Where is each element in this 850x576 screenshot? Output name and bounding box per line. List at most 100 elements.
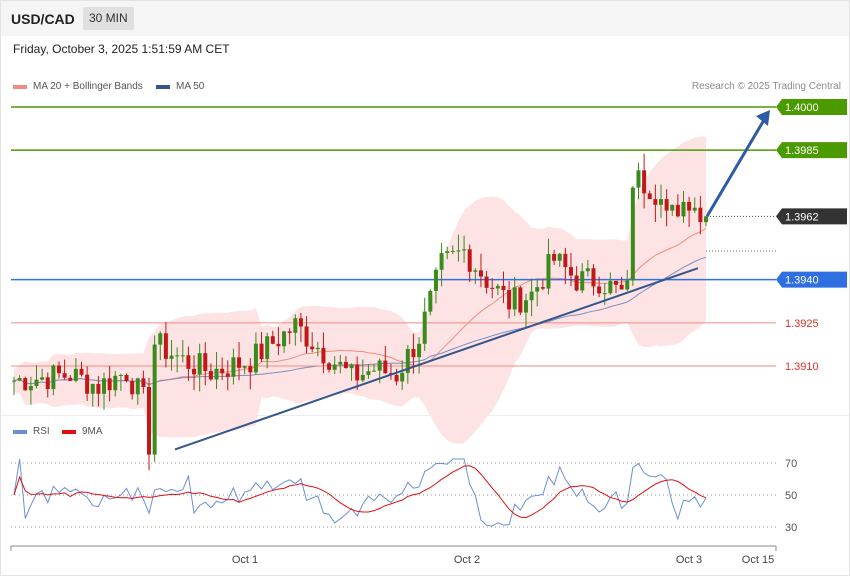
candle-body: [293, 318, 298, 333]
candle-body: [422, 311, 427, 344]
candle-body: [62, 373, 67, 378]
rsi-tick-50: 50: [785, 490, 797, 502]
candle-body: [141, 378, 146, 388]
candle-body: [670, 204, 675, 211]
x-tick-label: Oct 15: [742, 554, 774, 566]
rsi-label: RSI: [33, 426, 50, 437]
candle-body: [462, 249, 467, 251]
candle-body: [338, 361, 343, 365]
candle-body: [574, 275, 579, 291]
candle-body: [315, 347, 320, 350]
candle-body: [557, 253, 562, 261]
forecast-arrow: [705, 119, 766, 218]
panel-separator: [1, 415, 849, 416]
candle-body: [445, 251, 450, 253]
level-tag-bg-1.4000: [776, 98, 847, 115]
x-tick-label: Oct 3: [676, 554, 702, 566]
candle-body: [439, 252, 444, 270]
ma20-label: MA 20 + Bollinger Bands: [33, 81, 143, 92]
candle-body: [304, 326, 309, 347]
candle-body: [518, 287, 523, 313]
candle-body: [124, 375, 129, 382]
candle-body: [79, 368, 84, 375]
candle-body: [135, 378, 140, 395]
rsi-9ma-line: [13, 465, 707, 519]
legend-rsi: RSI: [13, 426, 50, 437]
candle-body: [512, 287, 517, 310]
candle-body: [248, 366, 253, 373]
candle-body: [647, 193, 652, 200]
candle-body: [90, 383, 95, 394]
level-tag-1.3962: 1.3962: [785, 211, 819, 223]
candle-body: [118, 375, 123, 377]
candle-body: [51, 365, 56, 390]
candle-body: [529, 291, 534, 301]
level-tag-1.3925: 1.3925: [785, 318, 819, 330]
ma50-label: MA 50: [176, 81, 205, 92]
candle-body: [220, 368, 225, 374]
candle-body: [287, 331, 292, 333]
candle-body: [310, 346, 315, 350]
candle-body: [692, 207, 697, 211]
candle-body: [265, 336, 270, 360]
candle-body: [417, 343, 422, 358]
candle-body: [675, 204, 680, 217]
ma20-swatch: [13, 84, 27, 89]
candle-body: [540, 287, 545, 289]
candle-body: [580, 271, 585, 291]
rsi-swatch: [13, 429, 27, 434]
candle-body: [73, 368, 78, 381]
bollinger-band: [14, 136, 706, 444]
candle-body: [377, 360, 382, 371]
candle-body: [523, 300, 528, 313]
candle-body: [653, 199, 658, 205]
candle-body: [411, 348, 416, 358]
rsi-tick-30: 30: [785, 522, 797, 534]
candle-body: [270, 336, 275, 344]
candle-body: [12, 380, 16, 382]
candle-body: [546, 254, 551, 289]
candle-body: [372, 370, 377, 372]
candle-body: [355, 364, 360, 381]
candle-body: [400, 372, 405, 382]
candle-body: [366, 371, 371, 375]
candle-body: [259, 343, 264, 360]
candle-body: [23, 378, 28, 391]
candle-body: [225, 373, 230, 377]
candle-body: [343, 361, 348, 369]
support-trendline: [174, 267, 699, 451]
candle-body: [405, 348, 410, 373]
candle-body: [613, 280, 618, 285]
candle-body: [467, 249, 472, 272]
candle-body: [591, 268, 596, 287]
candle-body: [107, 378, 112, 391]
candle-body: [34, 379, 39, 387]
candle-body: [456, 250, 461, 252]
candle-body: [17, 378, 22, 381]
candle-body: [585, 268, 590, 272]
candle-body: [45, 377, 50, 390]
candle-body: [253, 343, 258, 373]
timeframe-badge[interactable]: 30 MIN: [83, 7, 134, 30]
symbol-title: USD/CAD: [11, 11, 75, 27]
legend-ma20: MA 20 + Bollinger Bands: [13, 81, 143, 92]
candle-body: [360, 374, 365, 381]
level-tag-bg-1.3962: [776, 208, 847, 225]
candle-body: [428, 290, 433, 312]
candle-body: [552, 254, 557, 261]
candle-body: [383, 360, 388, 374]
ma50-swatch: [156, 84, 170, 89]
candle-body: [698, 207, 703, 223]
candle-body: [450, 250, 455, 252]
candle-body: [478, 270, 483, 277]
rsi-tick-70: 70: [785, 458, 797, 470]
chart-datetime: Friday, October 3, 2025 1:51:59 AM CET: [13, 42, 230, 56]
candle-body: [192, 368, 197, 375]
legend-9ma: 9MA: [62, 426, 103, 437]
level-tag-1.3985: 1.3985: [785, 145, 819, 157]
candle-body: [197, 353, 202, 375]
x-tick-label: Oct 2: [454, 554, 480, 566]
candle-body: [130, 381, 135, 395]
candle-body: [28, 386, 33, 391]
